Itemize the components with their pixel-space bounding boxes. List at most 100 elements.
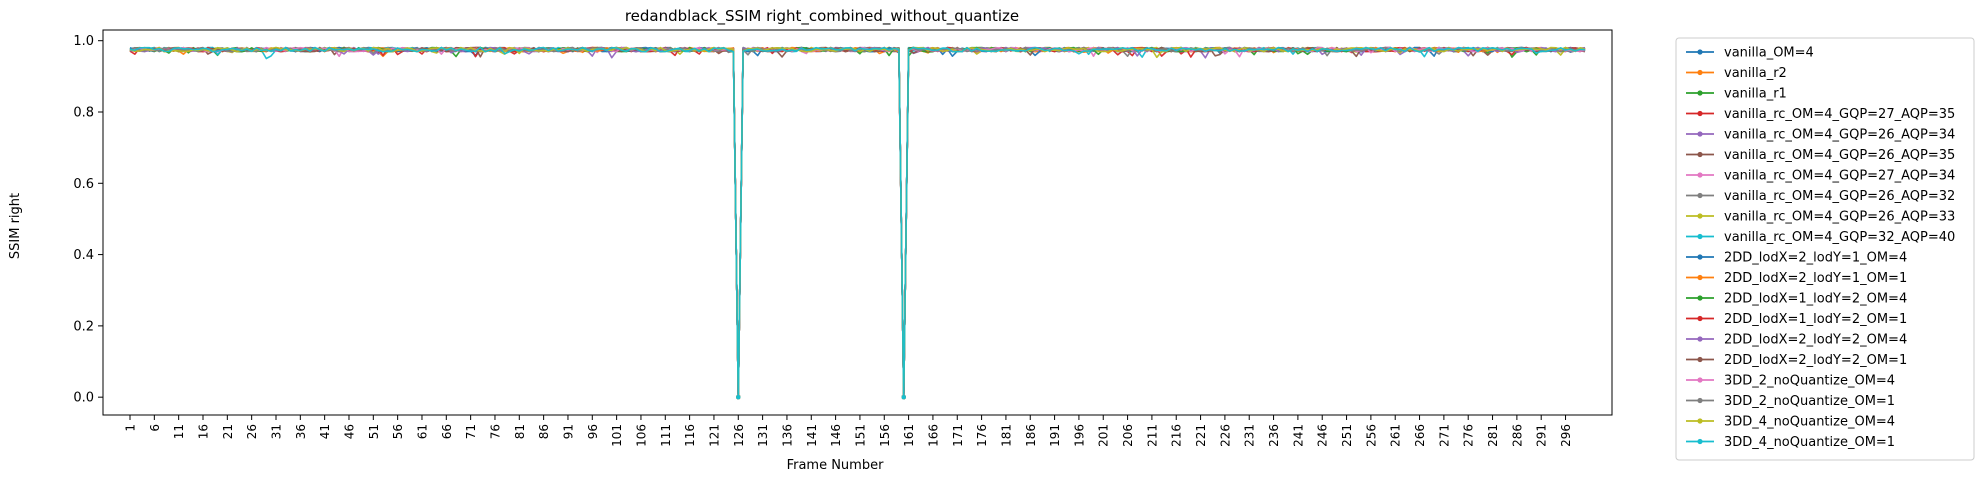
x-tick-label: 101: [610, 424, 624, 447]
y-tick-label: 0.4: [73, 248, 94, 263]
legend-entry: vanilla_rc_OM=4_GQP=32_AQP=40: [1724, 230, 1955, 245]
legend-entry: vanilla_r1: [1724, 87, 1787, 102]
x-tick-label: 66: [440, 424, 454, 439]
legend-entry: 3DD_4_noQuantize_OM=4: [1724, 415, 1895, 430]
x-tick-label: 276: [1462, 424, 1476, 447]
x-tick-label: 286: [1510, 424, 1524, 447]
legend-swatch-marker: [1697, 356, 1703, 363]
x-tick-label: 6: [148, 424, 162, 432]
legend-entry: vanilla_rc_OM=4_GQP=26_AQP=34: [1724, 128, 1955, 143]
x-tick-label: 271: [1437, 424, 1451, 447]
x-tick-label: 136: [780, 424, 794, 447]
legend-swatch-marker: [1697, 192, 1703, 199]
legend-entry: 2DD_lodX=1_lodY=2_OM=4: [1724, 292, 1907, 307]
legend-swatch-marker: [1697, 49, 1703, 55]
x-tick-label: 91: [561, 424, 575, 439]
legend-swatch-marker: [1697, 110, 1703, 117]
x-tick-label: 41: [318, 424, 332, 439]
legend-entry: vanilla_rc_OM=4_GQP=27_AQP=34: [1724, 169, 1955, 184]
x-tick-label: 176: [975, 424, 989, 447]
legend-entry: 2DD_lodX=2_lodY=1_OM=1: [1724, 271, 1907, 286]
legend-entry: 2DD_lodX=1_lodY=2_OM=1: [1724, 312, 1907, 327]
x-tick-label: 241: [1291, 424, 1305, 447]
y-tick-label: 0.8: [73, 105, 94, 120]
x-tick-label: 191: [1048, 424, 1062, 447]
legend-entry: vanilla_rc_OM=4_GQP=27_AQP=35: [1724, 107, 1955, 122]
legend-swatch-marker: [1697, 397, 1703, 404]
x-tick-label: 141: [805, 424, 819, 447]
x-tick-label: 201: [1097, 424, 1111, 447]
x-tick-label: 61: [415, 424, 429, 439]
x-tick-label: 121: [707, 424, 721, 447]
x-tick-label: 106: [634, 424, 648, 447]
x-tick-label: 211: [1145, 424, 1159, 447]
x-tick-label: 26: [245, 424, 259, 439]
legend-swatch-marker: [1697, 377, 1703, 383]
x-tick-label: 251: [1340, 424, 1354, 447]
y-tick-label: 0.6: [73, 177, 94, 192]
legend-box: [1675, 37, 1975, 461]
legend-swatch-marker: [1697, 90, 1703, 96]
x-tick-label: 261: [1389, 424, 1403, 447]
legend-swatch-marker: [1697, 213, 1703, 219]
legend-entry: vanilla_rc_OM=4_GQP=26_AQP=35: [1724, 148, 1955, 163]
x-tick-label: 236: [1267, 424, 1281, 447]
x-tick-label: 111: [659, 424, 673, 447]
x-tick-label: 46: [342, 424, 356, 439]
legend-entry: vanilla_rc_OM=4_GQP=26_AQP=33: [1724, 210, 1955, 225]
x-tick-label: 16: [196, 424, 210, 439]
x-tick-label: 151: [853, 424, 867, 447]
legend-entry: 2DD_lodX=2_lodY=2_OM=4: [1724, 333, 1907, 348]
legend-swatch-marker: [1697, 254, 1703, 260]
legend-entry: 3DD_2_noQuantize_OM=1: [1724, 394, 1895, 409]
y-tick-label: 0.0: [73, 391, 94, 406]
legend-entry: vanilla_rc_OM=4_GQP=26_AQP=32: [1724, 189, 1955, 204]
x-tick-label: 36: [294, 424, 308, 439]
x-tick-label: 216: [1170, 424, 1184, 447]
x-tick-label: 56: [391, 424, 405, 439]
y-tick-label: 0.2: [73, 319, 94, 334]
x-tick-label: 116: [683, 424, 697, 447]
x-tick-label: 291: [1535, 424, 1549, 447]
legend-entry: 2DD_lodX=2_lodY=1_OM=4: [1724, 251, 1907, 266]
x-tick-label: 156: [878, 424, 892, 447]
x-tick-label: 131: [756, 424, 770, 447]
x-tick-label: 1: [124, 424, 138, 432]
legend-swatch-marker: [1697, 172, 1703, 178]
x-tick-label: 146: [829, 424, 843, 447]
x-tick-label: 256: [1364, 424, 1378, 447]
legend-entry: 3DD_2_noQuantize_OM=4: [1724, 374, 1895, 389]
axes-layer: 0.00.20.40.60.81.01 6 11 16 21 26 31 36 41 46 51 56…: [73, 29, 1613, 447]
x-tick-label: 196: [1072, 424, 1086, 447]
x-tick-label: 181: [999, 424, 1013, 447]
legend-entry: vanilla_r2: [1724, 66, 1787, 81]
x-tick-label: 161: [902, 424, 916, 447]
x-tick-label: 126: [732, 424, 746, 447]
x-tick-label: 71: [464, 424, 478, 439]
y-axis-label: SSIM right: [8, 193, 23, 259]
legend-swatch-marker: [1697, 274, 1703, 281]
x-tick-label: 296: [1559, 424, 1573, 447]
x-axis-label: Frame Number: [787, 458, 885, 473]
x-tick-label: 31: [269, 424, 283, 439]
x-tick-label: 21: [221, 424, 235, 439]
x-tick-label: 281: [1486, 424, 1500, 447]
x-tick-label: 231: [1243, 424, 1257, 447]
legend-swatch-marker: [1697, 151, 1703, 158]
series-point: [901, 394, 906, 400]
chart-legend: vanilla_OM=4 vanilla_r2 vanilla_r1 vanilla_…: [1675, 37, 1975, 461]
chart-title: redandblack_SSIM right_combined_without_…: [625, 7, 1019, 26]
x-tick-label: 86: [537, 424, 551, 439]
series-point: [736, 394, 741, 400]
legend-entry: 3DD_4_noQuantize_OM=1: [1724, 435, 1895, 450]
x-tick-label: 206: [1121, 424, 1135, 447]
legend-swatch-marker: [1697, 295, 1703, 301]
x-tick-label: 226: [1218, 424, 1232, 447]
x-tick-label: 166: [926, 424, 940, 447]
x-tick-label: 266: [1413, 424, 1427, 447]
x-tick-label: 171: [951, 424, 965, 447]
series-line: [129, 46, 1586, 398]
x-tick-label: 96: [586, 424, 600, 439]
